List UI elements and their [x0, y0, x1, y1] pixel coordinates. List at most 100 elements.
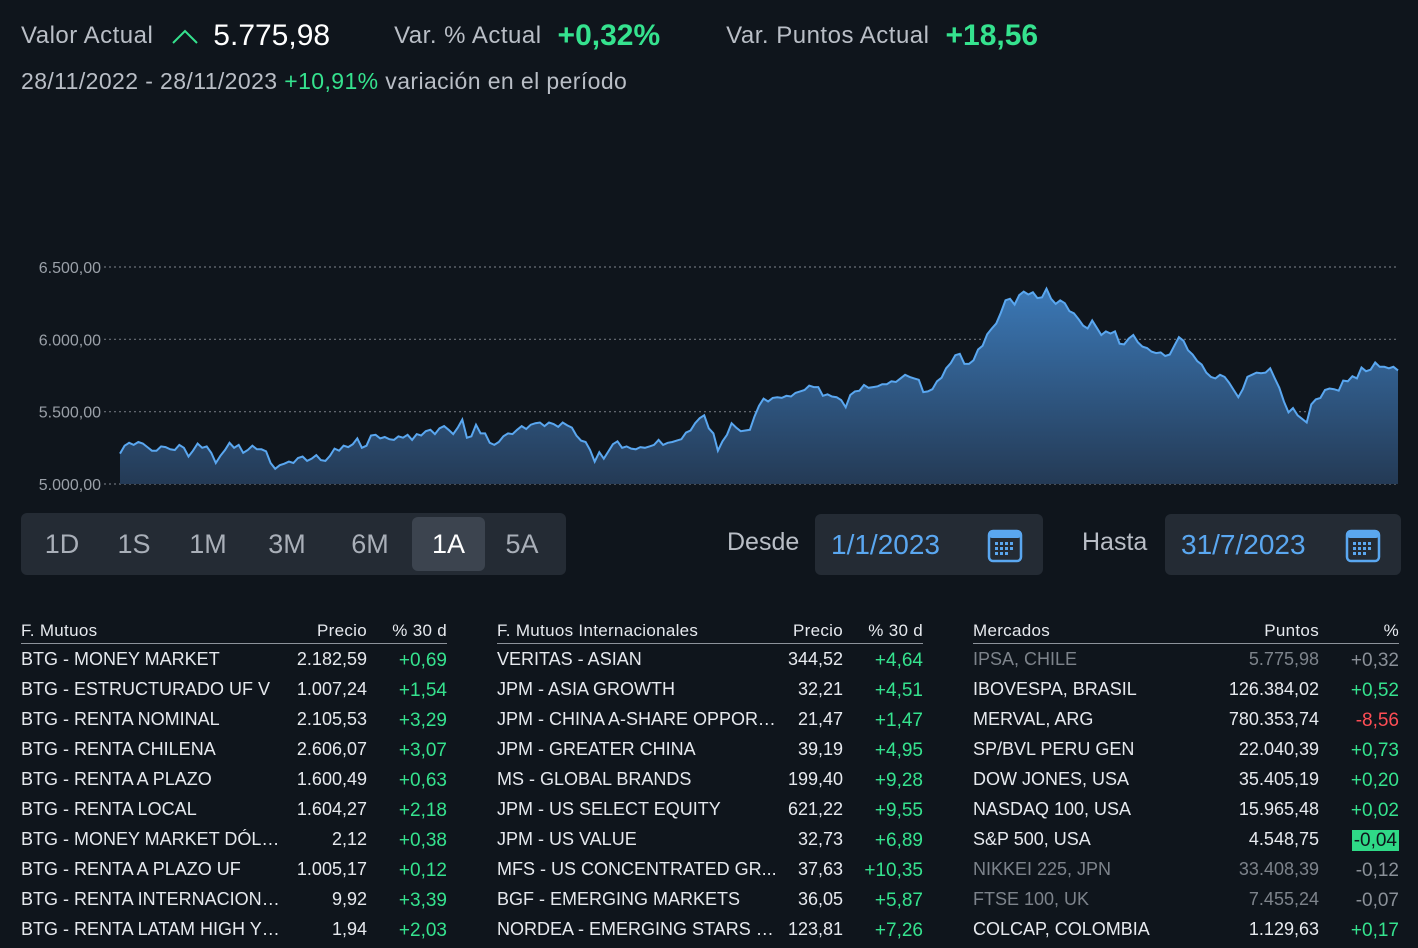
- hasta-date-field[interactable]: 31/7/2023: [1165, 514, 1401, 575]
- hasta-date-value: 31/7/2023: [1181, 528, 1306, 560]
- table-row[interactable]: NASDAQ 100, USA 15.965,48 +0,02: [973, 794, 1399, 824]
- change-value: +10,35: [864, 860, 923, 881]
- range-6m-button[interactable]: 6M: [351, 528, 389, 559]
- range-5a-button[interactable]: 5A: [505, 528, 539, 559]
- table-row[interactable]: MERVAL, ARG 780.353,74 -8,56: [973, 704, 1399, 734]
- table-row[interactable]: MS - GLOBAL BRANDS 199,40 +9,28: [497, 764, 923, 794]
- calendar-icon[interactable]: [1345, 527, 1381, 563]
- row-value: 1,94: [331, 918, 367, 939]
- row-change: +0,63: [367, 770, 447, 792]
- row-value: 1.129,63: [1248, 918, 1319, 939]
- calendar-icon[interactable]: [987, 527, 1023, 563]
- change-value: +2,03: [398, 920, 447, 941]
- desde-date-field[interactable]: 1/1/2023: [815, 514, 1043, 575]
- period-info: 28/11/2022 - 28/11/2023 +10,91% variació…: [21, 68, 627, 95]
- change-value: +4,64: [874, 650, 923, 671]
- table-row[interactable]: COLCAP, COLOMBIA 1.129,63 +0,17: [973, 914, 1399, 944]
- internacionales-header: F. Mutuos Internacionales Precio % 30 d: [497, 618, 923, 644]
- table-row[interactable]: VERITAS - ASIAN 344,52 +4,64: [497, 644, 923, 674]
- change-value: +0,63: [398, 770, 447, 791]
- row-value: 4.548,75: [1248, 828, 1319, 849]
- y-tick-label: 6.500,00: [39, 260, 101, 277]
- row-name: COLCAP, COLOMBIA: [973, 918, 1150, 939]
- row-change: +3,29: [367, 710, 447, 732]
- row-value: 1.600,49: [296, 768, 367, 789]
- row-change: +4,95: [843, 740, 923, 762]
- table-row[interactable]: NIKKEI 225, JPN 33.408,39 -0,12: [973, 854, 1399, 884]
- row-name: BTG - RENTA CHILENA: [21, 738, 216, 759]
- row-change: +2,18: [367, 800, 447, 822]
- change-value: +3,29: [398, 710, 447, 731]
- table-row[interactable]: JPM - GREATER CHINA 39,19 +4,95: [497, 734, 923, 764]
- row-value: 22.040,39: [1238, 738, 1319, 759]
- table-row[interactable]: NORDEA - EMERGING STARS E... 123,81 +7,26: [497, 914, 923, 944]
- row-value: 2.105,53: [296, 708, 367, 729]
- row-value: 15.965,48: [1238, 798, 1319, 819]
- table-row[interactable]: JPM - CHINA A-SHARE OPPORT... 21,47 +1,47: [497, 704, 923, 734]
- desde-label: Desde: [727, 528, 800, 556]
- row-name: DOW JONES, USA: [973, 768, 1130, 789]
- table-row[interactable]: BTG - RENTA LOCAL 1.604,27 +2,18: [21, 794, 447, 824]
- row-value: 123,81: [787, 918, 843, 939]
- table-row[interactable]: SP/BVL PERU GEN 22.040,39 +0,73: [973, 734, 1399, 764]
- row-value: 33.408,39: [1238, 858, 1319, 879]
- y-tick-label: 5.000,00: [39, 477, 101, 494]
- change-value: +1,47: [874, 710, 923, 731]
- row-change: +0,20: [1319, 770, 1399, 792]
- table-row[interactable]: BTG - RENTA NOMINAL 2.105,53 +3,29: [21, 704, 447, 734]
- row-name: SP/BVL PERU GEN: [973, 738, 1135, 759]
- range-3m-button[interactable]: 3M: [268, 528, 306, 559]
- y-tick-label: 5.500,00: [39, 405, 101, 422]
- table-row[interactable]: IPSA, CHILE 5.775,98 +0,32: [973, 644, 1399, 674]
- range-1d-button[interactable]: 1D: [44, 528, 80, 559]
- change-value: +9,55: [874, 800, 923, 821]
- table-row[interactable]: BTG - RENTA A PLAZO UF 1.005,17 +0,12: [21, 854, 447, 884]
- table-row[interactable]: BTG - MONEY MARKET 2.182,59 +0,69: [21, 644, 447, 674]
- row-change: +1,54: [367, 680, 447, 702]
- price-chart[interactable]: 6.500,00 6.000,00 5.500,00 5.000,00: [0, 240, 1418, 500]
- table-row[interactable]: BTG - RENTA CHILENA 2.606,07 +3,07: [21, 734, 447, 764]
- table-row[interactable]: BTG - ESTRUCTURADO UF V 1.007,24 +1,54: [21, 674, 447, 704]
- table-row[interactable]: DOW JONES, USA 35.405,19 +0,20: [973, 764, 1399, 794]
- table-row[interactable]: JPM - ASIA GROWTH 32,21 +4,51: [497, 674, 923, 704]
- table-row[interactable]: FTSE 100, UK 7.455,24 -0,07: [973, 884, 1399, 914]
- row-name: BTG - RENTA NOMINAL: [21, 708, 220, 729]
- change-value: -8,56: [1355, 710, 1399, 731]
- change-value: -0,07: [1355, 890, 1399, 911]
- row-change: +0,38: [367, 830, 447, 852]
- row-change: +3,39: [367, 890, 447, 912]
- table-row[interactable]: JPM - US SELECT EQUITY 621,22 +9,55: [497, 794, 923, 824]
- range-1m-button[interactable]: 1M: [189, 528, 227, 559]
- table-row[interactable]: BTG - MONEY MARKET DÓLAR 2,12 +0,38: [21, 824, 447, 854]
- row-name: IPSA, CHILE: [973, 648, 1078, 669]
- mutuos-header-change: % 30 d: [392, 620, 447, 640]
- table-row[interactable]: MFS - US CONCENTRATED GR... 37,63 +10,35: [497, 854, 923, 884]
- row-value: 36,05: [797, 888, 843, 909]
- row-name: NORDEA - EMERGING STARS E...: [497, 918, 777, 939]
- table-row[interactable]: IBOVESPA, BRASIL 126.384,02 +0,52: [973, 674, 1399, 704]
- change-value: -0,04: [1351, 830, 1399, 851]
- change-value: +2,18: [398, 800, 447, 821]
- row-change: +9,55: [843, 800, 923, 822]
- row-value: 1.007,24: [296, 678, 367, 699]
- table-row[interactable]: JPM - US VALUE 32,73 +6,89: [497, 824, 923, 854]
- range-1a-button[interactable]: 1A: [412, 517, 485, 571]
- row-change: +6,89: [843, 830, 923, 852]
- table-row[interactable]: BTG - RENTA INTERNACIONA... 9,92 +3,39: [21, 884, 447, 914]
- change-value: +4,95: [874, 740, 923, 761]
- range-1s-button[interactable]: 1S: [117, 528, 151, 559]
- table-row[interactable]: S&P 500, USA 4.548,75 -0,04: [973, 824, 1399, 854]
- row-change: -0,07: [1319, 890, 1399, 912]
- mutuos-header-name: F. Mutuos: [21, 620, 98, 640]
- change-value: +0,02: [1350, 800, 1399, 821]
- row-value: 199,40: [787, 768, 843, 789]
- table-row[interactable]: BTG - RENTA LATAM HIGH YIE... 1,94 +2,03: [21, 914, 447, 944]
- table-row[interactable]: BGF - EMERGING MARKETS 36,05 +5,87: [497, 884, 923, 914]
- internacionales-header-name: F. Mutuos Internacionales: [497, 620, 699, 640]
- summary-bar: Valor Actual 5.775,98 Var. % Actual +0,3…: [21, 14, 1038, 58]
- y-tick-label: 6.000,00: [39, 332, 101, 349]
- internacionales-header-change: % 30 d: [868, 620, 923, 640]
- mutuos-header: F. Mutuos Precio % 30 d: [21, 618, 447, 644]
- var-pct-label: Var. % Actual: [394, 22, 542, 49]
- table-row[interactable]: BTG - RENTA A PLAZO 1.600,49 +0,63: [21, 764, 447, 794]
